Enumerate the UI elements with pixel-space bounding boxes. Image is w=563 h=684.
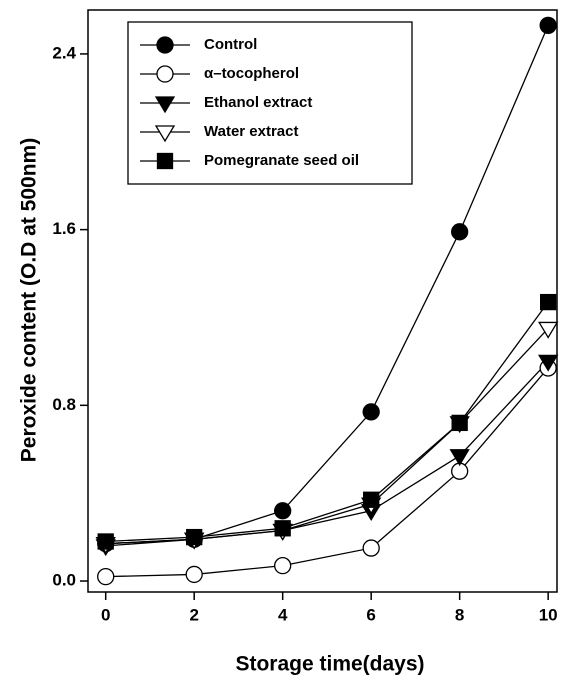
- data-point: [97, 567, 115, 586]
- legend-label: Ethanol extract: [204, 94, 312, 111]
- data-point: [362, 403, 380, 421]
- series-line: [105, 328, 549, 545]
- legend-label: Water extract: [204, 123, 298, 140]
- y-tick-label: 2.4: [52, 43, 76, 62]
- x-tick-label: 2: [189, 605, 198, 624]
- y-tick-label: 0.8: [52, 395, 76, 414]
- series-line: [105, 301, 549, 543]
- data-point: [538, 354, 559, 372]
- data-point: [274, 520, 291, 537]
- data-point: [449, 449, 470, 467]
- data-point: [451, 414, 468, 432]
- series-line: [105, 367, 549, 578]
- data-point: [363, 491, 380, 508]
- y-axis-label: Peroxide content (O.D at 500nm): [18, 138, 41, 462]
- data-point: [540, 293, 557, 311]
- series-line: [105, 360, 549, 547]
- y-tick-label: 1.6: [52, 219, 76, 238]
- legend-label: Control: [204, 36, 257, 53]
- data-point: [274, 556, 292, 575]
- legend-marker: [156, 36, 174, 54]
- x-tick-label: 8: [455, 605, 464, 624]
- x-axis-label: Storage time(days): [235, 653, 424, 676]
- x-tick-label: 10: [539, 605, 558, 624]
- y-tick-label: 0.0: [52, 571, 76, 590]
- x-tick-label: 6: [366, 605, 375, 624]
- data-point: [539, 16, 557, 35]
- legend-marker: [156, 65, 174, 83]
- x-tick-label: 0: [101, 605, 110, 624]
- legend-marker: [154, 125, 176, 143]
- plot-frame: [87, 9, 558, 593]
- legend-label: Pomegranate seed oil: [204, 152, 359, 169]
- data-point: [451, 223, 469, 241]
- legend-marker: [154, 96, 176, 114]
- data-point: [186, 528, 203, 546]
- data-point: [97, 533, 114, 550]
- data-point: [362, 539, 380, 557]
- legend-label: α–tocopherol: [204, 65, 299, 82]
- data-point: [538, 321, 559, 339]
- data-point: [274, 502, 292, 520]
- legend-marker: [156, 152, 174, 170]
- data-point: [185, 565, 203, 584]
- x-tick-label: 4: [278, 605, 288, 624]
